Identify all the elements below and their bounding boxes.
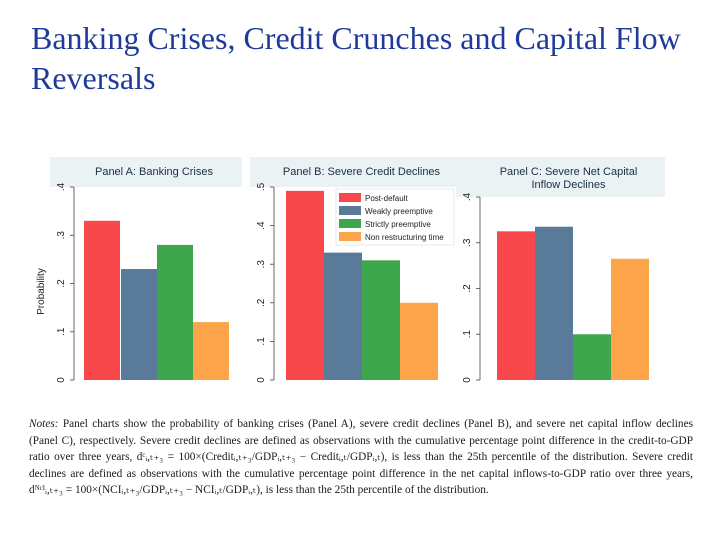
bar-0	[84, 220, 120, 380]
y-tick-label: .2	[256, 298, 267, 307]
panel-title: Panel A: Banking Crises	[95, 166, 214, 178]
y-tick-label: .1	[56, 327, 67, 336]
y-tick-label: .5	[256, 182, 267, 191]
y-tick-label: .3	[256, 260, 267, 269]
legend-label: Weakly preemptive	[365, 207, 433, 216]
y-tick-label: .4	[256, 221, 267, 230]
notes-paragraph: Notes: Panel charts show the probability…	[29, 416, 693, 499]
legend-swatch	[339, 232, 361, 241]
notes-body: Panel charts show the probability of ban…	[29, 418, 693, 496]
legend-label: Strictly preemptive	[365, 220, 431, 229]
bar-3	[400, 302, 438, 380]
panel-title: Panel B: Severe Credit Declines	[283, 166, 441, 178]
bar-2	[573, 334, 611, 380]
bar-1	[324, 252, 362, 380]
bar-1	[121, 269, 157, 380]
panel-title: Inflow Declines	[532, 179, 606, 191]
legend-swatch	[339, 219, 361, 228]
chart-panel-0: Panel A: Banking Crises 0 .1 .2 .3 .4 Probabil…	[36, 157, 242, 383]
bar-3	[193, 322, 229, 380]
y-tick-label: .4	[462, 192, 473, 201]
bar-2	[362, 260, 400, 380]
y-tick-label: 0	[462, 377, 473, 383]
y-tick-label: .4	[56, 182, 67, 191]
y-tick-label: .3	[56, 231, 67, 240]
bar-0	[497, 231, 535, 380]
y-tick-label: .3	[462, 238, 473, 247]
slide-title: Banking Crises, Credit Crunches and Capi…	[31, 20, 681, 96]
y-tick-label: .1	[256, 337, 267, 346]
y-tick-label: .1	[462, 330, 473, 339]
legend-swatch	[339, 206, 361, 215]
panel-title-band	[50, 157, 242, 187]
charts-area: Panel A: Banking Crises 0 .1 .2 .3 .4 Probabil…	[36, 157, 665, 383]
bar-2	[157, 244, 193, 380]
y-tick-label: 0	[256, 377, 267, 383]
chart-panel-1: Panel B: Severe Credit Declines 0 .1 .2 .3 .4…	[250, 157, 457, 383]
panel-title-band	[250, 157, 457, 187]
bar-3	[611, 258, 649, 380]
panel-title-band	[456, 157, 665, 197]
y-axis-label: Probability	[36, 268, 47, 315]
notes-lead: Notes:	[29, 418, 59, 430]
panel-title: Panel C: Severe Net Capital	[500, 166, 638, 178]
y-tick-label: 0	[56, 377, 67, 383]
legend-swatch	[339, 193, 361, 202]
legend-label: Post-default	[365, 194, 408, 203]
bar-0	[286, 190, 324, 380]
bar-1	[535, 226, 573, 380]
y-tick-label: .2	[56, 279, 67, 288]
legend-label: Non restructuring time	[365, 233, 444, 242]
y-tick-label: .2	[462, 284, 473, 293]
